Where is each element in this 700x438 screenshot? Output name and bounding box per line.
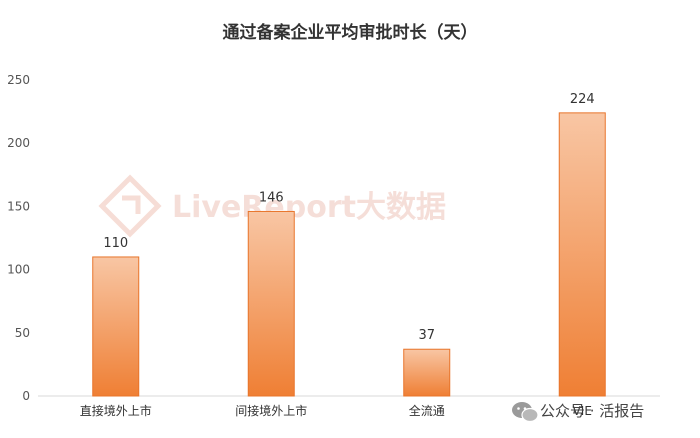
bar-series: 110 146 37 224: [92, 92, 606, 397]
footer-text: 公众号 · 活报告: [540, 402, 644, 420]
wechat-icon: [512, 402, 539, 423]
bar: [92, 256, 140, 397]
bar: [403, 348, 451, 397]
y-tick-label: 150: [7, 199, 30, 213]
x-tick-label: 间接境外上市: [235, 403, 307, 418]
livereport-logo-icon: [98, 174, 162, 238]
data-label: 37: [418, 328, 435, 343]
data-label: 110: [103, 236, 128, 251]
x-tick-label: 直接境外上市: [80, 403, 152, 418]
x-tick-label: VIE: [573, 404, 592, 418]
data-label: 146: [259, 190, 284, 205]
data-label: 224: [570, 92, 595, 107]
y-tick-label: 50: [15, 326, 30, 340]
y-tick-label: 0: [22, 389, 30, 403]
watermark: LiveReport大数据: [98, 174, 446, 238]
x-axis: 直接境外上市 间接境外上市 全流通 VIE: [80, 403, 592, 418]
bar: [247, 210, 295, 397]
y-tick-label: 100: [7, 263, 30, 277]
y-tick-label: 200: [7, 136, 30, 150]
chart-title: 通过备案企业平均审批时长（天）: [223, 22, 478, 43]
watermark-text: LiveReport大数据: [172, 190, 446, 225]
footer: 公众号 · 活报告: [512, 402, 644, 423]
y-tick-label: 250: [7, 73, 30, 87]
y-axis: 0 50 100 150 200 250: [7, 73, 30, 403]
bar: [558, 112, 606, 397]
x-tick-label: 全流通: [409, 403, 445, 418]
